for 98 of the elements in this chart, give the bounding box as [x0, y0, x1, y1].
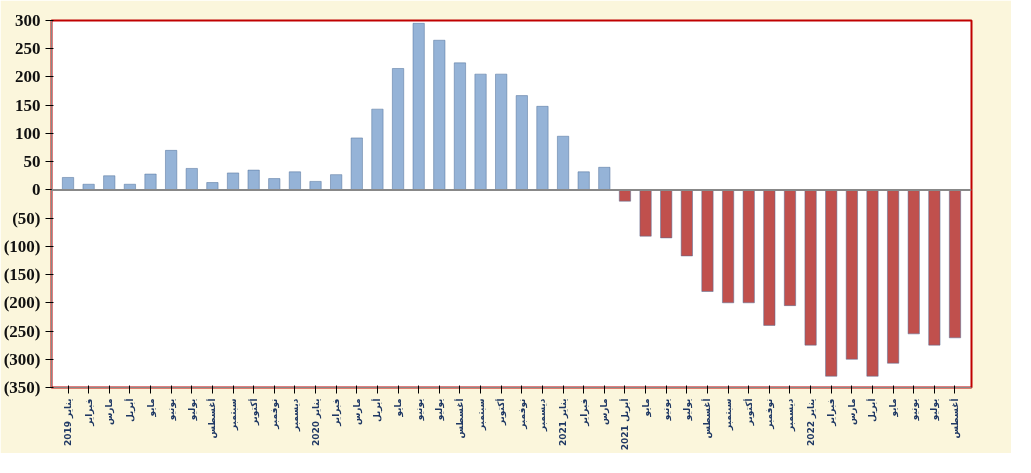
y-tick-label: (200): [3, 293, 41, 313]
bar: [433, 40, 446, 191]
bar: [866, 189, 879, 377]
bar: [371, 108, 384, 191]
bar: [680, 189, 693, 257]
x-tick-label: يوليو: [681, 398, 693, 422]
bar: [887, 189, 900, 364]
bar: [288, 171, 301, 191]
y-tick-label: 0: [32, 180, 41, 200]
x-tick-label: سبتمبر: [475, 398, 487, 431]
y-tick-label: 300: [15, 11, 41, 30]
bar: [515, 95, 528, 191]
x-tick-label: نوفمبر: [764, 398, 776, 430]
x-tick-label: ديسمبر: [289, 398, 301, 432]
x-tick-label: أبريل: [371, 398, 384, 422]
x-tick-label: يونيو: [908, 398, 920, 422]
bar: [412, 23, 425, 191]
y-tick-label: (300): [3, 349, 41, 369]
x-tick-label: يناير 2021: [558, 398, 570, 447]
bar: [598, 167, 611, 191]
bar: [268, 178, 281, 191]
x-tick-label: مارس: [351, 398, 363, 426]
x-tick-label: نوفمبر: [516, 398, 528, 430]
bar: [845, 189, 858, 360]
bar: [165, 150, 178, 191]
bar: [742, 189, 755, 304]
bar: [330, 174, 343, 191]
x-tick-label: يونيو: [166, 398, 178, 422]
x-tick-label: أغسطس: [453, 398, 466, 439]
bar: [536, 106, 549, 191]
x-tick-label: يونيو: [661, 398, 673, 422]
bar: [907, 189, 920, 335]
x-tick-label: أكتوبر: [742, 398, 755, 427]
bar: [619, 189, 631, 202]
bar: [495, 73, 508, 191]
x-tick-label: أغسطس: [949, 398, 961, 439]
x-tick-label: مايو: [888, 398, 900, 418]
bar: [928, 189, 941, 346]
bar: [784, 189, 796, 306]
bar: [350, 137, 363, 191]
x-tick-label: أبريل: [123, 398, 136, 422]
x-tick-label: يناير 2022: [805, 398, 817, 447]
bar: [804, 189, 817, 346]
x-tick-label: ديسمبر: [537, 398, 549, 432]
x-tick-label: أبريل: [866, 398, 879, 422]
bar: [763, 189, 776, 326]
y-tick-label: 250: [15, 39, 41, 59]
y-tick-label: (150): [3, 265, 41, 285]
bar: [825, 189, 838, 377]
x-tick-label: مايو: [640, 398, 652, 418]
bar: [557, 136, 569, 191]
x-tick-label: مارس: [104, 398, 116, 426]
x-tick-label: يوليو: [929, 398, 941, 422]
x-tick-label: نوفمبر: [269, 398, 281, 430]
x-tick-label: أكتوبر: [247, 398, 260, 427]
x-tick-label: سبتمبر: [723, 398, 735, 431]
x-tick-label: يناير 2020: [310, 398, 322, 447]
x-tick-label: فبراير: [578, 398, 590, 427]
bar: [701, 189, 714, 292]
bar: [949, 189, 961, 339]
y-tick-label: 50: [23, 152, 41, 172]
bar: [577, 171, 590, 191]
bar: [62, 177, 74, 191]
x-tick-label: أغسطس: [206, 398, 219, 439]
x-tick-label: يوليو: [434, 398, 446, 422]
bar: [185, 168, 198, 191]
x-tick-label: يوليو: [186, 398, 198, 422]
x-tick-label: فبراير: [331, 398, 343, 427]
bar: [639, 189, 652, 237]
y-tick-label: 100: [15, 123, 41, 143]
bar: [227, 172, 239, 191]
y-tick-label: 200: [15, 67, 41, 87]
x-tick-label: مايو: [393, 398, 405, 418]
bar: [144, 173, 157, 191]
x-tick-label: يناير 2019: [63, 398, 74, 447]
y-tick-label: (250): [3, 321, 41, 341]
x-tick-label: سبتمبر: [228, 398, 240, 431]
bar: [103, 175, 116, 191]
y-tick-label: (350): [3, 378, 41, 397]
x-tick-label: ديسمبر: [784, 398, 796, 432]
x-tick-label: يونيو: [413, 398, 425, 422]
bar: [722, 189, 735, 304]
bar: [660, 189, 673, 239]
x-tick-label: مارس: [599, 398, 611, 426]
x-tick-label: فبراير: [826, 398, 838, 427]
y-tick-label: (100): [3, 236, 41, 256]
y-tick-label: 150: [15, 95, 41, 115]
x-tick-label: مارس: [846, 398, 858, 426]
x-tick-label: فبراير: [83, 398, 95, 427]
x-tick-label: أغسطس: [701, 398, 714, 439]
x-tick-label: أكتوبر: [495, 398, 508, 427]
bar: [392, 68, 404, 191]
x-tick-label: أبريل 2021: [618, 398, 631, 451]
bar: [247, 169, 260, 191]
y-tick-label: (50): [12, 208, 41, 228]
x-tick-label: مايو: [145, 398, 157, 418]
bar: [454, 62, 466, 191]
bar: [474, 73, 487, 191]
